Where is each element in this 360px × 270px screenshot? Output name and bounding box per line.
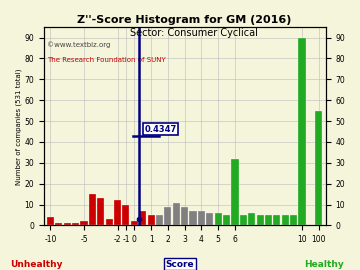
- Bar: [80, 221, 87, 225]
- Bar: [265, 215, 272, 225]
- Text: The Research Foundation of SUNY: The Research Foundation of SUNY: [46, 57, 165, 63]
- Title: Z''-Score Histogram for GM (2016): Z''-Score Histogram for GM (2016): [77, 15, 292, 25]
- Text: Sector: Consumer Cyclical: Sector: Consumer Cyclical: [130, 28, 258, 38]
- Bar: [47, 217, 54, 225]
- Bar: [198, 211, 205, 225]
- Bar: [122, 205, 130, 225]
- Text: 0.4347: 0.4347: [144, 125, 177, 134]
- Text: Healthy: Healthy: [304, 260, 344, 269]
- Bar: [131, 221, 138, 225]
- Bar: [156, 215, 163, 225]
- Bar: [55, 223, 62, 225]
- Bar: [215, 213, 222, 225]
- Bar: [114, 200, 121, 225]
- Bar: [240, 215, 247, 225]
- Bar: [282, 215, 289, 225]
- Bar: [231, 159, 239, 225]
- Bar: [139, 211, 146, 225]
- Text: ©www.textbiz.org: ©www.textbiz.org: [46, 41, 110, 48]
- Bar: [290, 215, 297, 225]
- Bar: [273, 215, 280, 225]
- Bar: [72, 223, 79, 225]
- Bar: [298, 38, 306, 225]
- Bar: [97, 198, 104, 225]
- Bar: [206, 213, 213, 225]
- Bar: [148, 215, 155, 225]
- Y-axis label: Number of companies (531 total): Number of companies (531 total): [15, 68, 22, 185]
- Bar: [181, 207, 188, 225]
- Bar: [164, 207, 171, 225]
- Bar: [105, 219, 113, 225]
- Bar: [315, 111, 323, 225]
- Text: Unhealthy: Unhealthy: [10, 260, 62, 269]
- Bar: [189, 211, 197, 225]
- Text: Score: Score: [166, 260, 194, 269]
- Bar: [257, 215, 264, 225]
- Bar: [248, 213, 255, 225]
- Bar: [173, 202, 180, 225]
- Bar: [64, 223, 71, 225]
- Bar: [223, 215, 230, 225]
- Bar: [89, 194, 96, 225]
